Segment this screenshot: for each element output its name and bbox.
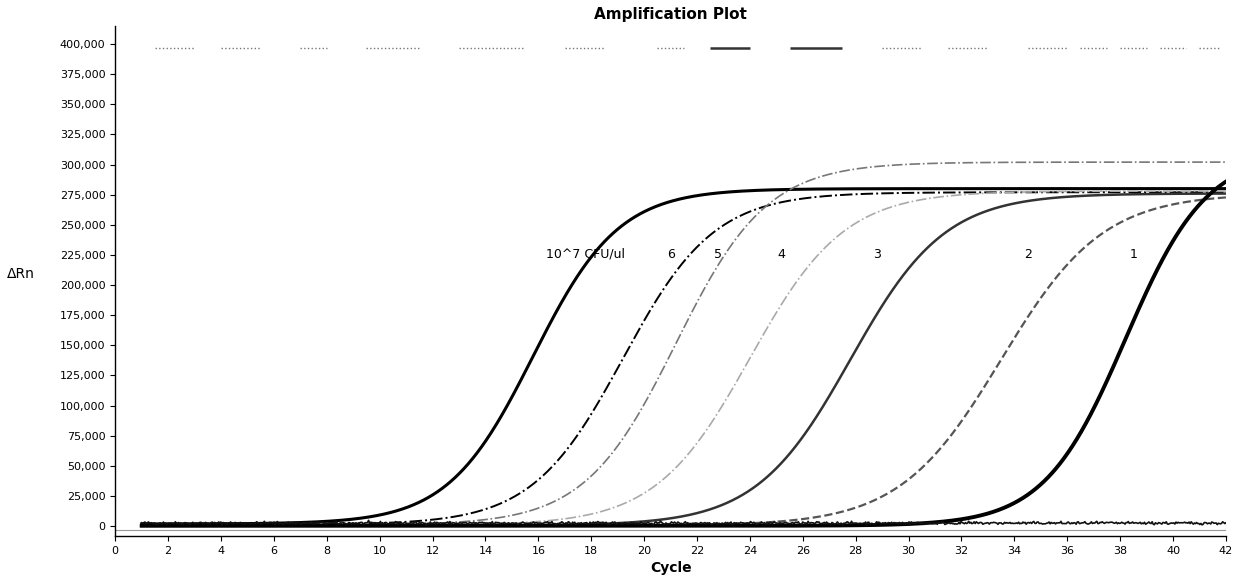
Text: 1: 1 xyxy=(1130,248,1137,261)
Text: 3: 3 xyxy=(873,248,880,261)
Y-axis label: ΔRn: ΔRn xyxy=(7,267,35,281)
Text: 6: 6 xyxy=(667,248,675,261)
Text: 5: 5 xyxy=(714,248,722,261)
Text: 10^7 CFU/ul: 10^7 CFU/ul xyxy=(547,248,625,261)
X-axis label: Cycle: Cycle xyxy=(650,561,692,575)
Text: 4: 4 xyxy=(777,248,786,261)
Text: 2: 2 xyxy=(1024,248,1032,261)
Title: Amplification Plot: Amplification Plot xyxy=(594,7,746,22)
